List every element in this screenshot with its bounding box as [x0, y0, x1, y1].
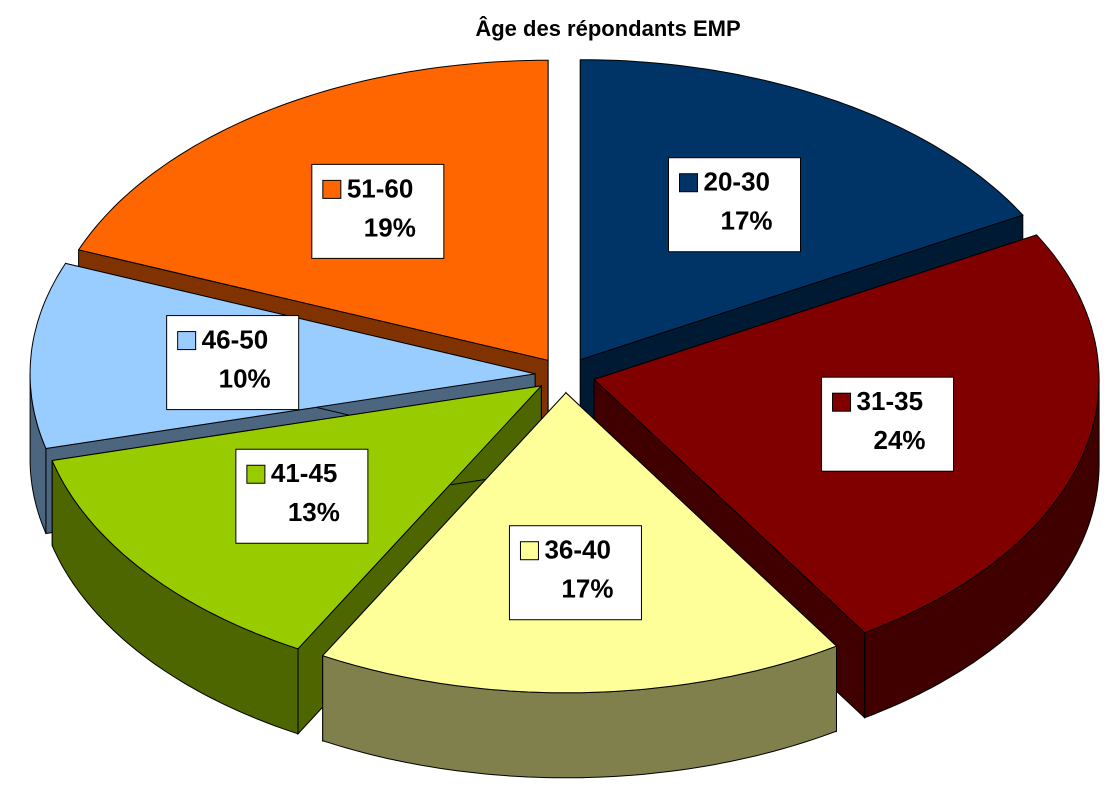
category-label: 20-30 [704, 167, 771, 197]
category-label: 41-45 [271, 458, 338, 488]
chart-title: Âge des répondants EMP [475, 16, 740, 41]
data-label: 51-60 19% [311, 163, 445, 259]
value-label: 13% [288, 497, 340, 527]
category-label: 36-40 [544, 535, 611, 565]
data-label: 41-45 13% [235, 448, 369, 544]
data-label: 46-50 10% [166, 315, 300, 411]
legend-swatch [177, 331, 197, 351]
category-label: 51-60 [347, 173, 414, 203]
legend-swatch [519, 541, 539, 561]
legend-swatch [832, 392, 852, 412]
data-label: 31-35 24% [821, 376, 955, 472]
category-label: 46-50 [202, 324, 269, 354]
value-label: 17% [720, 206, 772, 236]
legend-swatch [322, 179, 342, 199]
value-label: 10% [219, 363, 271, 393]
slice-top [579, 59, 1024, 361]
legend-swatch [246, 464, 266, 484]
value-label: 17% [561, 574, 613, 604]
data-label: 20-30 17% [668, 157, 802, 253]
value-label: 19% [364, 212, 416, 242]
legend-swatch [679, 173, 699, 193]
data-label: 36-40 17% [508, 525, 642, 621]
value-label: 24% [874, 425, 926, 455]
category-label: 31-35 [857, 386, 924, 416]
